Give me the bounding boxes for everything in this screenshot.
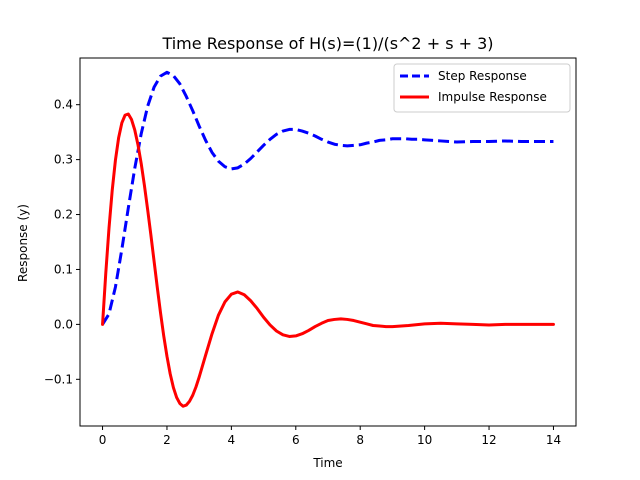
y-tick-label: 0.2 (54, 208, 73, 222)
y-axis-label: Response (y) (16, 204, 30, 282)
legend-label: Impulse Response (438, 90, 547, 104)
y-tick-label: 0.3 (54, 153, 73, 167)
x-tick-label: 12 (481, 433, 496, 447)
x-axis-label: Time (312, 456, 342, 470)
x-tick-label: 4 (228, 433, 236, 447)
legend: Step Response Impulse Response (393, 63, 571, 113)
axes-frame (79, 57, 577, 427)
x-tick-label: 0 (99, 433, 107, 447)
x-tick-label: 2 (163, 433, 171, 447)
legend-label: Step Response (438, 69, 527, 83)
x-tick-label: 8 (356, 433, 364, 447)
series-line-impulse-response (101, 112, 555, 408)
y-tick-label: 0.0 (54, 317, 73, 331)
legend-box (393, 63, 571, 113)
plot-area: 0 2 4 6 8 10 12 14 −0.1 0.0 0.1 0.2 0.3 0.4 (44, 57, 577, 447)
x-tick-label: 14 (546, 433, 561, 447)
y-tick-label: 0.1 (54, 262, 73, 276)
x-tick-label: 6 (292, 433, 300, 447)
y-tick-label: −0.1 (44, 372, 73, 386)
series-line-step-response (101, 70, 554, 326)
chart-title: Time Response of H(s)=(1)/(s^2 + s + 3) (161, 34, 493, 53)
x-tick-label: 10 (417, 433, 432, 447)
y-tick-label: 0.4 (54, 98, 73, 112)
